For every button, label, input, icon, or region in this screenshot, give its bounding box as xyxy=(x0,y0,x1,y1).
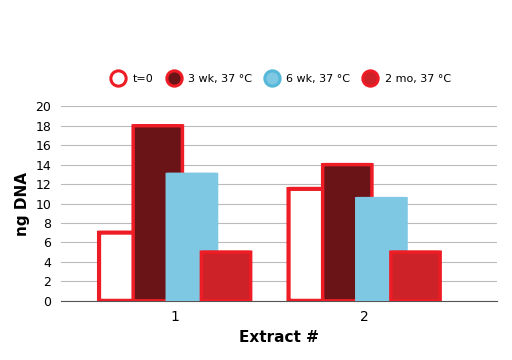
FancyBboxPatch shape xyxy=(133,126,182,301)
FancyBboxPatch shape xyxy=(323,165,372,301)
Y-axis label: ng DNA: ng DNA xyxy=(15,172,30,235)
FancyBboxPatch shape xyxy=(201,252,251,301)
FancyBboxPatch shape xyxy=(289,189,338,301)
FancyBboxPatch shape xyxy=(391,252,440,301)
X-axis label: Extract #: Extract # xyxy=(239,330,319,345)
FancyBboxPatch shape xyxy=(167,174,217,301)
FancyBboxPatch shape xyxy=(357,199,406,301)
Legend: t=0, 3 wk, 37 °C, 6 wk, 37 °C, 2 mo, 37 °C: t=0, 3 wk, 37 °C, 6 wk, 37 °C, 2 mo, 37 … xyxy=(103,69,455,88)
FancyBboxPatch shape xyxy=(99,233,148,301)
